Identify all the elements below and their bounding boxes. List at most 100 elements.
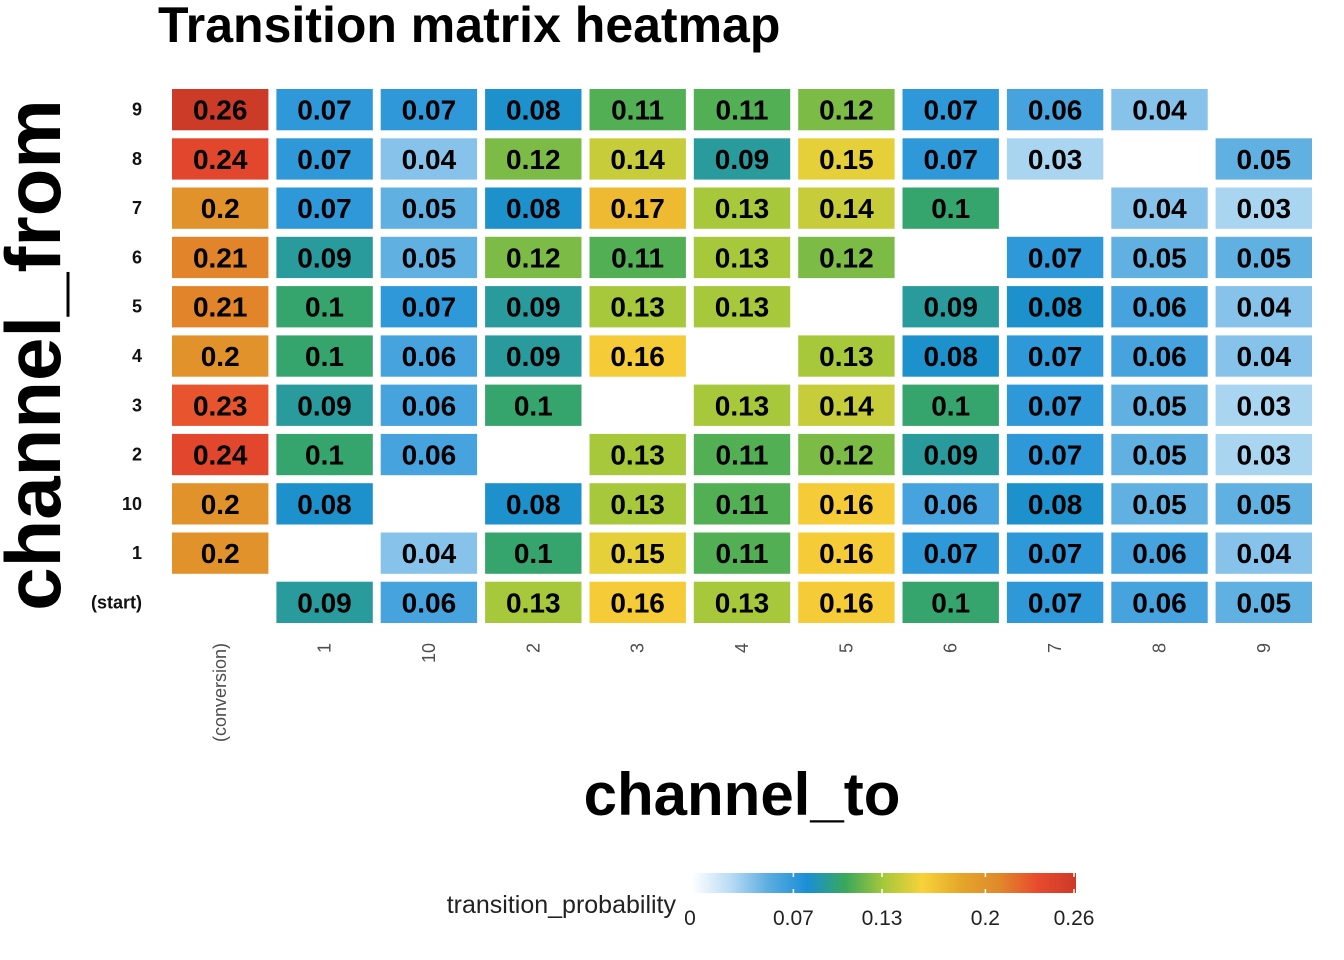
cell-value-label: 0.09 bbox=[506, 341, 561, 372]
heatmap-cell bbox=[1006, 286, 1104, 328]
cell-value-label: 0.13 bbox=[610, 292, 665, 323]
x-tick-label: 6 bbox=[941, 643, 961, 653]
cell-value-label: 0.11 bbox=[611, 243, 664, 274]
heatmap-cell bbox=[172, 532, 269, 574]
heatmap-cell bbox=[276, 286, 373, 328]
heatmap-cell bbox=[902, 286, 999, 328]
heatmap-cell bbox=[1215, 138, 1312, 180]
cell-value-label: 0.09 bbox=[506, 292, 561, 323]
cell-value-label: 0.04 bbox=[1132, 95, 1187, 126]
heatmap-cell bbox=[798, 187, 895, 229]
heatmap-cell bbox=[1006, 335, 1104, 377]
heatmap-cell bbox=[485, 138, 582, 180]
cell-value-label: 0.07 bbox=[923, 538, 978, 569]
heatmap-cell bbox=[380, 581, 478, 623]
heatmap-cell bbox=[1111, 286, 1208, 328]
heatmap-cell bbox=[172, 433, 269, 476]
heatmap-cell bbox=[798, 138, 895, 180]
cell-value-label: 0.07 bbox=[402, 292, 457, 323]
heatmap-cell bbox=[380, 384, 478, 426]
cell-value-label: 0.06 bbox=[1132, 587, 1187, 618]
y-tick-label: 1 bbox=[132, 543, 142, 563]
heatmap-cell bbox=[1006, 532, 1104, 574]
heatmap-cell bbox=[276, 187, 373, 229]
cell-value-label: 0.11 bbox=[611, 95, 664, 126]
x-tick-label: 7 bbox=[1045, 643, 1065, 653]
cell-value-label: 0.11 bbox=[716, 95, 769, 126]
y-tick-labels: (start) 1 10 2 3 4 5 6 7 8 9 bbox=[91, 100, 142, 613]
heatmap-cell bbox=[380, 187, 478, 229]
cell-value-label: 0.06 bbox=[402, 341, 457, 372]
cell-value-label: 0.08 bbox=[1028, 292, 1083, 323]
cell-value-label: 0.17 bbox=[610, 193, 665, 224]
cell-value-label: 0.05 bbox=[1132, 489, 1187, 520]
heatmap-cell bbox=[172, 236, 269, 279]
heatmap-cell bbox=[902, 384, 999, 426]
heatmap-cell bbox=[276, 236, 373, 279]
heatmap-cell bbox=[902, 187, 999, 229]
cell-value-label: 0.2 bbox=[201, 538, 240, 569]
cell-value-label: 0.06 bbox=[1028, 95, 1083, 126]
cell-value-label: 0.14 bbox=[819, 193, 874, 224]
heatmap-cell bbox=[172, 187, 269, 229]
cell-value-label: 0.08 bbox=[297, 489, 352, 520]
heatmap-cell bbox=[902, 335, 999, 377]
x-tick-label: 10 bbox=[419, 643, 439, 663]
heatmap-cell bbox=[172, 483, 269, 525]
cell-value-label: 0.05 bbox=[1132, 243, 1187, 274]
x-tick-label: 2 bbox=[523, 643, 543, 653]
heatmap-cell bbox=[798, 236, 895, 279]
x-tick-labels: (conversion) 1 10 2 3 4 5 6 7 8 9 bbox=[210, 643, 1274, 742]
cell-value-label: 0.12 bbox=[506, 243, 561, 274]
cell-value-label: 0.13 bbox=[819, 341, 874, 372]
heatmap-cell bbox=[485, 483, 582, 525]
heatmap-cell bbox=[693, 384, 791, 426]
heatmap-cell bbox=[902, 483, 999, 525]
heatmap-cell bbox=[1215, 236, 1312, 279]
heatmap-cell bbox=[902, 532, 999, 574]
heatmap-cell bbox=[693, 286, 791, 328]
cell-value-label: 0.06 bbox=[1132, 292, 1187, 323]
cell-value-label: 0.05 bbox=[402, 193, 457, 224]
y-tick-label: 6 bbox=[132, 248, 142, 268]
cell-value-label: 0.03 bbox=[1237, 193, 1292, 224]
heatmap-cell bbox=[485, 581, 582, 623]
cell-value-label: 0.07 bbox=[297, 95, 352, 126]
cell-value-label: 0.16 bbox=[819, 587, 874, 618]
cell-value-label: 0.06 bbox=[402, 440, 457, 471]
heatmap-cell bbox=[902, 433, 999, 476]
heatmap-cell bbox=[1215, 433, 1312, 476]
cell-value-label: 0.07 bbox=[402, 95, 457, 126]
cell-value-label: 0.04 bbox=[402, 144, 457, 175]
heatmap-cell bbox=[1111, 433, 1208, 476]
cell-value-label: 0.12 bbox=[819, 243, 874, 274]
heatmap-cells: 0.09 0.06 0.13 0.16 0.13 0.16 0.1 0.07 0.06 0.05 0… bbox=[172, 89, 1312, 623]
cell-value-label: 0.23 bbox=[193, 390, 248, 421]
cell-value-label: 0.1 bbox=[931, 587, 970, 618]
heatmap-cell bbox=[1111, 581, 1208, 623]
cell-value-label: 0.16 bbox=[819, 489, 874, 520]
cell-value-label: 0.05 bbox=[1237, 489, 1292, 520]
cell-value-label: 0.07 bbox=[297, 144, 352, 175]
x-tick-label: 5 bbox=[836, 643, 856, 653]
legend-tick-label: 0.13 bbox=[862, 907, 903, 930]
cell-value-label: 0.09 bbox=[923, 292, 978, 323]
cell-value-label: 0.04 bbox=[402, 538, 457, 569]
cell-value-label: 0.09 bbox=[923, 440, 978, 471]
heatmap-cell bbox=[1111, 89, 1208, 131]
cell-value-label: 0.1 bbox=[305, 292, 344, 323]
heatmap-cell bbox=[485, 286, 582, 328]
y-axis-label: channel_from bbox=[0, 99, 77, 610]
cell-value-label: 0.16 bbox=[819, 538, 874, 569]
heatmap-cell bbox=[380, 138, 478, 180]
cell-value-label: 0.09 bbox=[297, 243, 352, 274]
cell-value-label: 0.07 bbox=[1028, 341, 1083, 372]
cell-value-label: 0.14 bbox=[819, 390, 874, 421]
cell-value-label: 0.15 bbox=[610, 538, 665, 569]
cell-value-label: 0.1 bbox=[514, 390, 553, 421]
heatmap-cell bbox=[380, 433, 478, 476]
cell-value-label: 0.13 bbox=[506, 587, 561, 618]
heatmap-cell bbox=[1006, 433, 1104, 476]
heatmap-cell bbox=[1215, 532, 1312, 574]
